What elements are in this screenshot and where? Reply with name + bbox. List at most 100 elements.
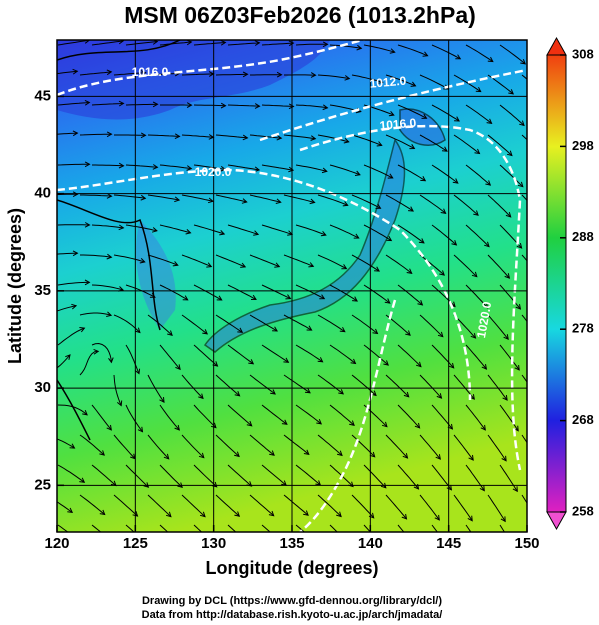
streamline [57,70,78,75]
axes: 120 125 130 135 140 145 150 25 30 35 40 45 [34,87,539,552]
streamline [521,314,527,323]
streamline [521,254,527,262]
streamline-arrow [149,292,156,298]
streamline [465,284,488,309]
streamline [351,434,376,458]
streamline [317,314,346,333]
streamline [227,164,260,171]
streamline [465,104,492,124]
streamline-arrow [353,233,360,239]
streamline [57,438,75,449]
streamline-arrow [237,327,244,333]
streamline [419,374,442,399]
streamline-arrow [78,539,83,544]
streamline-arrow [281,419,288,425]
japan-land [203,138,406,353]
streamline-arrow [198,393,204,400]
streamline [91,40,124,46]
streamline-arrow [248,359,255,365]
streamline [227,104,260,107]
streamline-arrow [240,262,247,268]
streamline-arrow [167,330,173,337]
streamline [215,494,240,517]
colorbar-tick-label: 268 [572,412,594,427]
streamline [351,74,383,83]
streamline [521,494,527,505]
streamline [193,224,225,235]
streamline-arrow [447,423,454,430]
streamline [487,434,507,462]
streamline-arrow [288,166,295,173]
streamline [159,344,181,370]
streamline [79,350,99,376]
streamline [113,72,146,76]
streamline-arrow [356,44,363,51]
streamline [283,374,311,394]
streamline-arrow [408,206,414,212]
streamline-arrow [140,132,147,139]
streamline [397,164,426,182]
streamline [397,284,423,306]
streamline-arrow [84,222,91,228]
streamline-arrow [389,48,396,54]
streamline [91,342,112,363]
streamline-arrow [186,165,193,171]
streamline [249,434,275,456]
streamline-arrow [111,541,116,546]
streamline [521,74,527,80]
streamline [261,104,294,107]
streamline [283,434,310,455]
streamline-arrow [519,120,525,127]
streamline-arrow [347,543,352,548]
streamline-arrow [276,71,283,78]
streamline [487,314,509,340]
streamline-arrow [174,196,181,203]
isobar [299,299,397,532]
streamline [465,164,491,186]
streamline [261,164,294,171]
streamline-arrow [339,326,346,333]
streamline [125,464,149,488]
streamline [113,494,138,517]
streamline-arrow [452,178,459,184]
streamline [227,42,260,46]
streamline [295,344,323,363]
streamline [521,194,527,202]
streamline-arrow [421,113,428,119]
streamline [147,254,178,266]
streamline-arrow [106,253,113,260]
streamline-arrow [440,208,447,214]
streamline [159,404,180,431]
streamline-arrow [455,54,462,60]
streamline-arrow [207,197,214,204]
streamline-arrow [479,546,483,551]
streamline [295,464,321,486]
streamline [431,524,438,532]
streamline [113,254,145,263]
streamline [125,344,140,374]
streamline [453,434,474,461]
streamline [283,314,312,331]
streamline-arrow [79,327,86,333]
streamline [295,164,327,172]
streamline-arrow [254,103,261,109]
streamline [465,44,494,62]
streamline [91,102,124,106]
streamline [57,40,90,46]
streamline-arrow [288,40,295,47]
streamline [453,494,473,521]
streamline-arrow [99,450,105,456]
streamline-arrow [468,454,474,461]
streamline [215,374,240,397]
streamline [397,224,425,244]
cold-region [57,40,330,120]
streamline-arrow [308,262,315,268]
streamline-arrow [512,486,518,493]
streamline [397,524,405,532]
streamline [193,284,222,301]
streamline-arrow [198,452,205,459]
streamline [487,494,506,522]
streamline-arrow [118,224,125,231]
streamline [193,524,203,532]
map-area: 1016.0 1012.0 1016.0 1020.0 1020.0 [57,40,527,551]
